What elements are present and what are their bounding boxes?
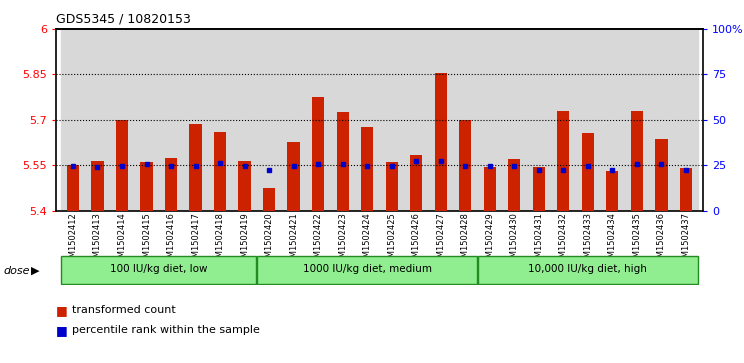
Bar bbox=[61, 29, 86, 211]
Bar bbox=[478, 29, 502, 211]
Bar bbox=[281, 29, 306, 211]
Bar bbox=[134, 29, 158, 211]
Text: ▶: ▶ bbox=[31, 266, 39, 276]
Bar bbox=[606, 171, 618, 211]
Bar bbox=[600, 29, 625, 211]
Bar bbox=[379, 29, 404, 211]
Text: 10,000 IU/kg diet, high: 10,000 IU/kg diet, high bbox=[528, 265, 647, 274]
Bar bbox=[502, 29, 527, 211]
Bar bbox=[557, 111, 569, 211]
Bar bbox=[551, 29, 576, 211]
Bar bbox=[650, 29, 673, 211]
Bar bbox=[86, 29, 110, 211]
Bar bbox=[429, 29, 453, 211]
Bar bbox=[434, 73, 447, 211]
Bar bbox=[453, 29, 478, 211]
Bar bbox=[459, 120, 472, 211]
Bar bbox=[306, 29, 330, 211]
Bar bbox=[239, 160, 251, 211]
Bar bbox=[533, 167, 545, 211]
Bar bbox=[263, 188, 275, 211]
Bar bbox=[165, 158, 177, 211]
Bar bbox=[625, 29, 650, 211]
Bar bbox=[158, 29, 183, 211]
Text: ■: ■ bbox=[56, 324, 68, 337]
Bar bbox=[527, 29, 551, 211]
Bar bbox=[508, 159, 520, 211]
Bar bbox=[116, 120, 128, 211]
Bar bbox=[287, 143, 300, 211]
Bar bbox=[183, 29, 208, 211]
Bar bbox=[582, 133, 594, 211]
Bar bbox=[190, 125, 202, 211]
Bar bbox=[141, 162, 153, 211]
Bar bbox=[312, 97, 324, 211]
Text: dose: dose bbox=[4, 266, 31, 276]
Bar bbox=[336, 112, 349, 211]
Bar bbox=[110, 29, 134, 211]
Text: percentile rank within the sample: percentile rank within the sample bbox=[72, 325, 260, 335]
Bar bbox=[404, 29, 429, 211]
Bar bbox=[361, 127, 373, 211]
Bar bbox=[385, 162, 398, 211]
Text: 100 IU/kg diet, low: 100 IU/kg diet, low bbox=[110, 265, 208, 274]
Bar bbox=[67, 165, 79, 211]
Bar bbox=[214, 132, 226, 211]
Bar bbox=[92, 160, 103, 211]
Text: transformed count: transformed count bbox=[72, 305, 176, 315]
Bar bbox=[257, 256, 477, 284]
Bar bbox=[355, 29, 379, 211]
Bar bbox=[232, 29, 257, 211]
Bar bbox=[208, 29, 232, 211]
Bar bbox=[680, 168, 692, 211]
Bar bbox=[257, 29, 281, 211]
Text: ■: ■ bbox=[56, 304, 68, 317]
Bar bbox=[631, 111, 643, 211]
Bar bbox=[673, 29, 698, 211]
Bar bbox=[576, 29, 600, 211]
Bar bbox=[61, 256, 257, 284]
Bar bbox=[484, 167, 496, 211]
Bar bbox=[410, 155, 423, 211]
Bar bbox=[330, 29, 355, 211]
Bar bbox=[655, 139, 667, 211]
Bar bbox=[478, 256, 698, 284]
Text: GDS5345 / 10820153: GDS5345 / 10820153 bbox=[56, 13, 190, 26]
Text: 1000 IU/kg diet, medium: 1000 IU/kg diet, medium bbox=[303, 265, 432, 274]
